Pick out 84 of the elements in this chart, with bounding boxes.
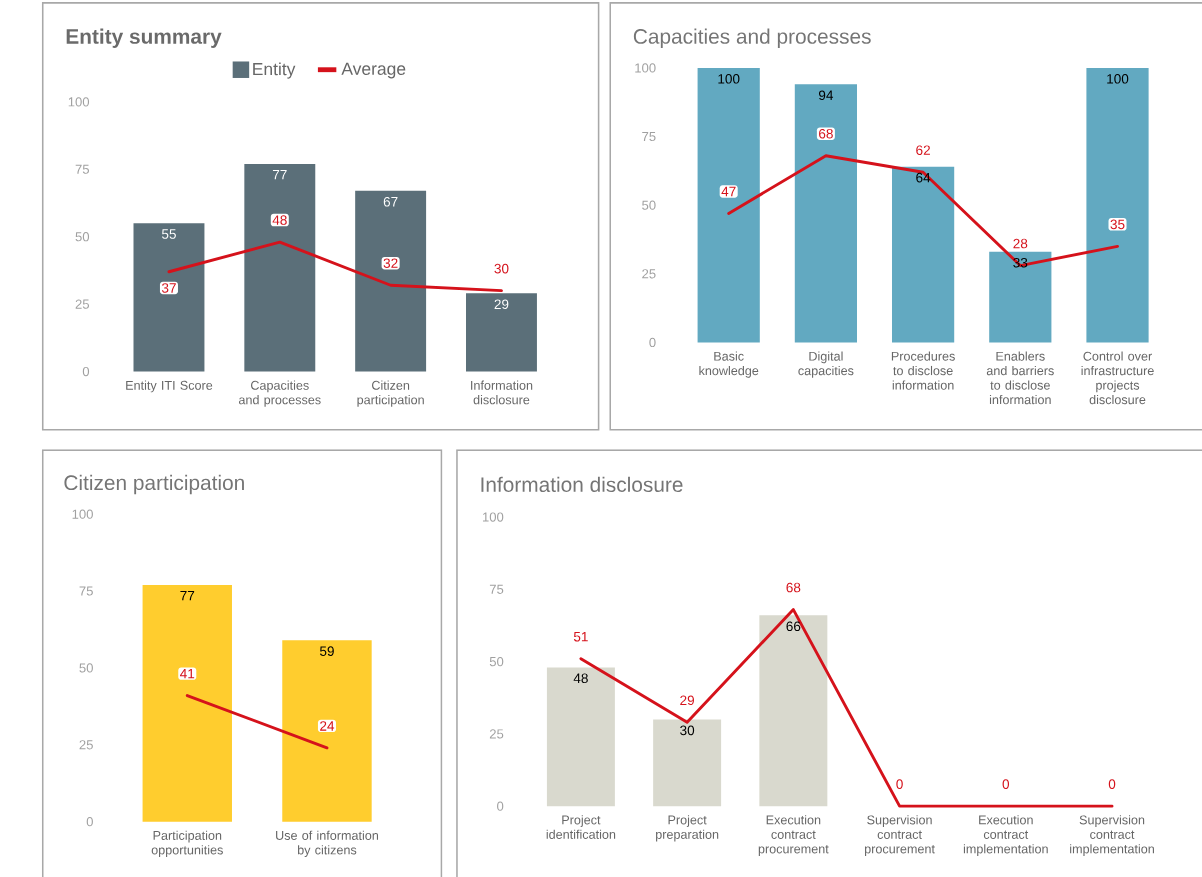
y-tick-label: 50	[489, 657, 504, 667]
x-tick-label: Citizen participation	[357, 380, 424, 407]
x-tick-label: Execution contract procurement	[758, 815, 829, 856]
x-tick-label: Control over infrastructure projects disclosure	[1081, 351, 1154, 405]
data-label: 0	[1002, 779, 1010, 789]
data-label: 24	[320, 721, 335, 731]
x-tick-label: Capacities and processes	[238, 380, 321, 407]
x-tick-label: Basic knowledge	[699, 351, 759, 378]
y-tick-label: 25	[642, 269, 656, 279]
data-label: 41	[180, 669, 195, 679]
data-label: 30	[494, 263, 509, 274]
y-tick-label: 0	[497, 801, 504, 811]
y-tick-label: 0	[82, 366, 90, 377]
x-tick-label: Supervision contract implementation	[1070, 815, 1154, 856]
x-tick-label: Execution contract implementation	[963, 815, 1048, 856]
y-tick-label: 50	[75, 232, 90, 242]
x-tick-label: Enablers and barriers to disclose information	[986, 351, 1054, 405]
legend-label: Average	[341, 62, 406, 79]
data-label: 100	[718, 74, 740, 84]
x-tick-label: Procedures to disclose information	[891, 351, 955, 390]
data-label: 32	[383, 258, 398, 269]
x-tick-label: Project identification	[546, 815, 616, 839]
y-tick-label: 50	[642, 200, 656, 210]
data-label: 30	[680, 725, 695, 736]
data-label: 68	[819, 128, 833, 139]
chart-title: Entity summary	[66, 28, 222, 48]
y-tick-label: 25	[489, 729, 504, 739]
y-tick-label: 0	[86, 817, 93, 827]
bar	[759, 615, 828, 807]
bar	[466, 293, 537, 372]
data-label: 66	[786, 621, 801, 632]
y-tick-label: 100	[482, 512, 504, 522]
bar	[697, 67, 760, 343]
x-tick-label: Use of information by citizens	[276, 830, 379, 857]
data-label: 48	[573, 673, 588, 684]
data-label: 0	[1108, 779, 1116, 789]
data-label: 100	[1107, 74, 1129, 84]
bar	[653, 719, 722, 807]
y-tick-label: 0	[649, 337, 656, 348]
data-label: 28	[1013, 238, 1028, 249]
data-label: 59	[319, 646, 334, 656]
y-tick-label: 75	[79, 586, 93, 596]
x-tick-label: Entity ITI Score	[126, 380, 213, 393]
x-tick-label: Participation opportunities	[151, 830, 223, 857]
y-tick-label: 25	[79, 740, 93, 750]
bar	[989, 251, 1052, 343]
data-label: 94	[818, 90, 834, 101]
y-tick-label: 50	[79, 663, 93, 673]
bar	[794, 84, 857, 343]
data-label: 48	[272, 215, 287, 225]
x-tick-label: Digital capacities	[798, 351, 854, 378]
bar	[1086, 67, 1149, 343]
data-label: 77	[272, 169, 287, 180]
y-tick-label: 25	[75, 299, 90, 309]
x-tick-label: Supervision contract procurement	[864, 815, 935, 856]
bar	[133, 223, 205, 372]
bar	[355, 190, 427, 372]
data-label: 55	[161, 229, 176, 239]
y-tick-label: 75	[75, 164, 90, 174]
y-tick-label: 100	[72, 509, 93, 519]
data-label: 67	[383, 196, 398, 207]
chart-title: Capacities and processes	[633, 28, 871, 48]
y-tick-label: 75	[642, 131, 656, 142]
data-label: 37	[161, 283, 176, 293]
chart-title: Information disclosure	[481, 476, 683, 493]
data-label: 77	[180, 590, 195, 601]
data-label: 29	[680, 695, 695, 706]
legend-label: Entity	[253, 62, 296, 79]
x-tick-label: Information disclosure	[471, 380, 533, 405]
data-label: 51	[573, 632, 588, 642]
bar	[244, 163, 316, 372]
data-label: 29	[494, 299, 509, 310]
data-label: 35	[1110, 219, 1125, 230]
data-label: 62	[916, 145, 930, 156]
y-tick-label: 100	[68, 97, 90, 107]
data-label: 68	[786, 582, 801, 593]
bar	[892, 166, 955, 343]
bar	[546, 667, 615, 807]
data-label: 47	[721, 186, 736, 197]
y-tick-label: 100	[635, 63, 656, 73]
data-label: 0	[896, 779, 903, 789]
x-tick-label: Project preparation	[656, 815, 719, 842]
chart-title: Citizen participation	[64, 474, 244, 495]
y-tick-label: 75	[489, 584, 504, 594]
